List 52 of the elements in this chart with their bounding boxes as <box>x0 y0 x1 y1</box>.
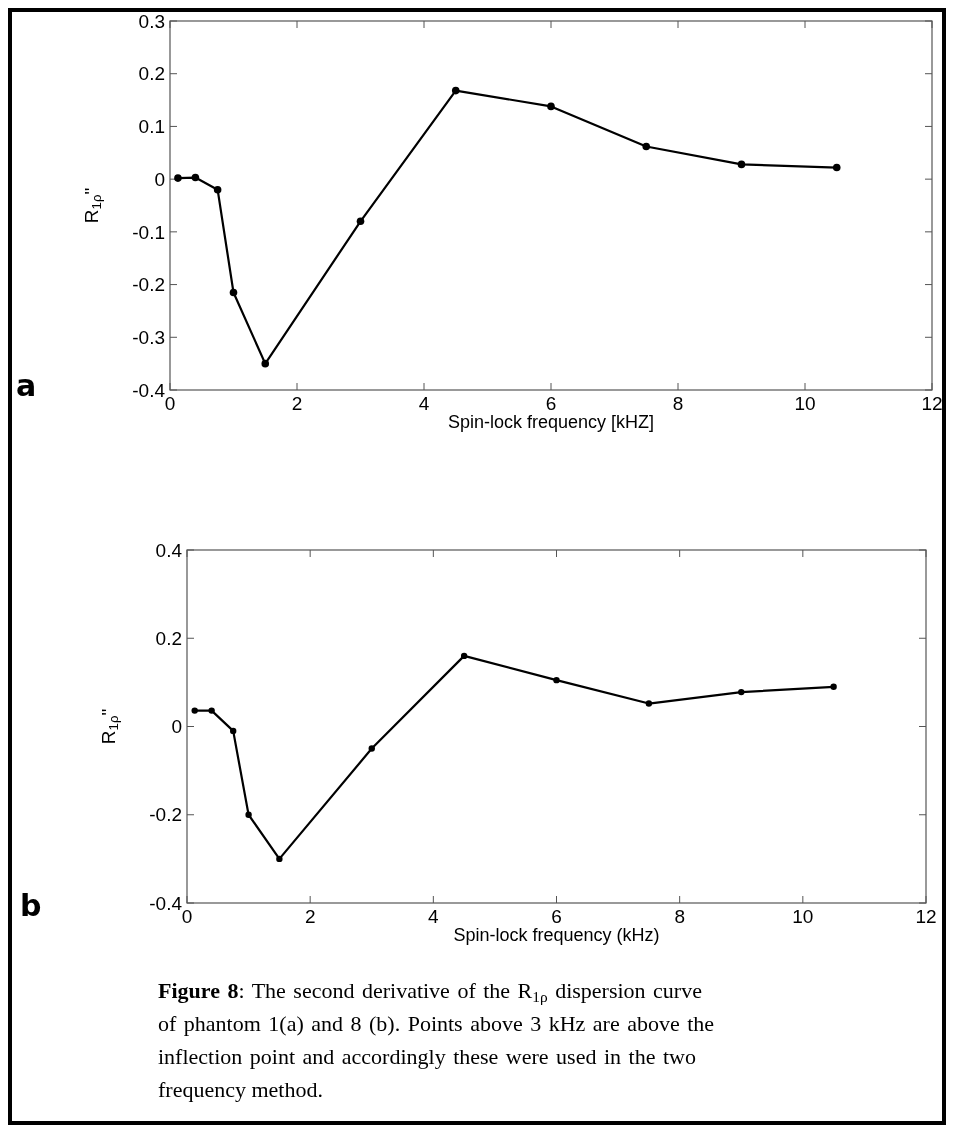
y-tick-label: 0.2 <box>138 63 165 85</box>
point <box>460 652 468 660</box>
x-tick-label: 2 <box>291 393 303 414</box>
point <box>356 217 365 226</box>
x-tick-label: 6 <box>545 393 557 414</box>
x-tick-label: 10 <box>792 906 814 927</box>
point <box>245 811 252 818</box>
x-tick-label: 4 <box>428 906 440 927</box>
point <box>229 727 237 735</box>
point <box>830 683 837 690</box>
x-tick-label: 4 <box>418 393 430 414</box>
y-tick-label: 0 <box>154 168 165 190</box>
point <box>191 173 200 182</box>
y-tick-label: -0.2 <box>132 274 165 296</box>
y-tick-label: -0.1 <box>132 221 165 243</box>
point <box>737 160 746 169</box>
text: a <box>16 368 37 403</box>
caption: Figure 8: The second derivative of the R$_{1ρ}$ dispersion curve of phantom 1(a) and 8 (b). Points above 3 kHz are above the inflection point and accordingly these were used in the two frequency method. <box>158 978 715 1102</box>
x-tick-label: 6 <box>551 906 562 927</box>
x-tick-label: 12 <box>921 393 943 414</box>
y-tick-label: 0.3 <box>138 10 165 32</box>
y-tick-label: 0 <box>171 716 182 738</box>
y-tick-label: -0.4 <box>132 379 166 401</box>
point <box>832 163 841 172</box>
point <box>276 855 283 863</box>
point <box>174 174 182 182</box>
y-tick-label: -0.4 <box>149 892 183 914</box>
y-tick-label: 0.4 <box>155 539 183 561</box>
x-tick-label: 2 <box>304 906 316 927</box>
x-tick-label: 10 <box>794 393 816 414</box>
y-tick-label: -0.2 <box>149 804 182 826</box>
text: b <box>20 888 42 923</box>
x-tick-label: 8 <box>674 906 685 927</box>
point <box>645 700 653 707</box>
point <box>229 288 238 297</box>
point <box>208 707 215 714</box>
point <box>642 142 651 151</box>
point <box>368 745 375 752</box>
point <box>191 707 198 714</box>
x-axis-title: Spin-lock frequency [kHZ] <box>447 412 655 432</box>
y-tick-label: 0.1 <box>138 116 165 138</box>
y-tick-label: -0.3 <box>132 326 165 348</box>
point <box>261 359 270 368</box>
point <box>553 676 560 684</box>
point <box>738 688 745 696</box>
x-axis-title: Spin-lock frequency (kHz) <box>453 925 660 945</box>
x-tick-label: 8 <box>672 393 684 414</box>
point <box>213 185 222 194</box>
x-tick-label: 12 <box>915 906 937 927</box>
y-tick-label: 0.2 <box>155 627 182 649</box>
point <box>547 102 555 111</box>
point <box>451 86 460 95</box>
